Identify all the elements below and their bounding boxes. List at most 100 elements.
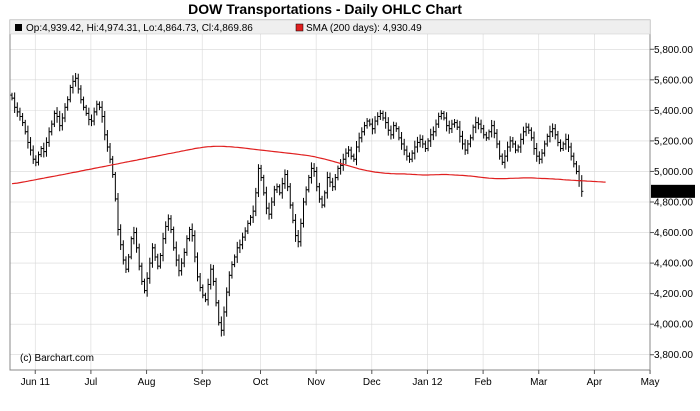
ohlc-bar: [42, 142, 46, 158]
ohlc-bar: [346, 146, 351, 158]
ohlc-bar: [156, 253, 160, 270]
ohlc-bar: [113, 171, 117, 202]
ohlc-bar: [142, 278, 147, 294]
ohlc-bar: [180, 258, 184, 276]
ohlc-bar: [431, 126, 435, 141]
ohlc-bar: [548, 125, 552, 143]
ohlc-bar: [394, 122, 398, 132]
ohlc-bar: [429, 128, 433, 147]
ohlc-bar: [278, 184, 282, 196]
ohlc-bar: [203, 292, 208, 303]
ohlc-legend-swatch: [15, 24, 22, 31]
ohlc-bar: [89, 114, 94, 127]
ohlc-bar: [349, 146, 353, 160]
y-tick-label: 5,600.00: [654, 75, 693, 86]
x-tick-label: May: [641, 377, 660, 388]
ohlc-bar: [551, 123, 555, 138]
ohlc-bar: [259, 164, 263, 182]
ohlc-bar: [95, 100, 99, 116]
ohlc-bar: [479, 119, 483, 134]
ohlc-bar: [508, 136, 512, 152]
ohlc-bar: [373, 116, 377, 134]
ohlc-bar: [392, 121, 396, 139]
ohlc-bar: [214, 277, 218, 307]
ohlc-bar: [240, 232, 245, 250]
ohlc-bar: [304, 186, 308, 206]
ohlc-bar: [476, 117, 480, 130]
last-price-label-bg: [651, 184, 695, 198]
chart-title: DOW Transportations - Daily OHLC Chart: [188, 1, 462, 17]
ohlc-legend-label: Op:4,939.42, Hi:4,974.31, Lo:4,864.73, C…: [26, 23, 253, 34]
ohlc-bar: [15, 102, 19, 117]
last-price-marker: 4,869.86: [651, 184, 695, 198]
ohlc-bar: [286, 170, 290, 192]
ohlc-bar: [543, 140, 547, 157]
x-tick-label: Jan 12: [412, 377, 442, 388]
x-tick-label: Feb: [474, 377, 492, 388]
ohlc-bar: [31, 145, 35, 164]
x-tick-label: Mar: [530, 377, 548, 388]
ohlc-bar: [447, 120, 451, 134]
ohlc-bar: [569, 142, 573, 161]
ohlc-bar: [71, 75, 75, 94]
ohlc-bar: [169, 215, 173, 234]
ohlc-bar: [121, 240, 125, 265]
x-tick-label: Nov: [307, 377, 325, 388]
ohlc-bar: [293, 214, 298, 242]
ohlc-bar: [219, 316, 223, 337]
ohlc-bar: [283, 169, 287, 189]
y-tick-label: 3,800.00: [654, 350, 693, 361]
x-axis-ticks: Jun 11 Jul Aug Sep Oct Nov Dec Jan 12 Feb Mar Apr M…: [21, 370, 660, 388]
ohlc-bar: [553, 124, 557, 140]
y-tick-label: 4,000.00: [654, 320, 693, 331]
legend-bar: [9, 19, 651, 35]
y-tick-label: 5,800.00: [654, 45, 693, 56]
plot-frame: [9, 19, 651, 371]
ohlc-bar: [368, 118, 372, 127]
ohlc-bar: [370, 118, 374, 135]
ohlc-bar: [556, 130, 560, 147]
ohlc-bar: [357, 132, 361, 153]
ohlc-bar: [341, 153, 345, 171]
ohlc-bar: [182, 248, 186, 268]
ohlc-bars: [10, 72, 584, 337]
ohlc-bar: [354, 141, 359, 166]
ohlc-bar: [119, 224, 123, 250]
ohlc-bar: [272, 185, 276, 206]
ohlc-bar: [580, 175, 584, 197]
ohlc-bar: [108, 142, 112, 164]
ohlc-bar: [60, 113, 64, 131]
ohlc-bar: [407, 152, 412, 163]
ohlc-bar: [519, 133, 523, 153]
ohlc-bar: [264, 186, 268, 215]
ohlc-bar: [413, 140, 417, 160]
ohlc-bar: [423, 140, 427, 152]
ohlc-bar: [405, 145, 409, 161]
ohlc-bar: [415, 136, 420, 153]
ohlc-bar: [352, 153, 356, 162]
ohlc-bar: [148, 257, 152, 284]
ohlc-bar: [36, 151, 41, 166]
ohlc-bar: [386, 117, 390, 136]
ohlc-bar: [280, 177, 284, 199]
ohlc-bar: [50, 120, 54, 136]
ohlc-bar: [222, 306, 226, 336]
x-tick-label: Oct: [253, 377, 269, 388]
x-tick-label: Apr: [587, 377, 603, 388]
ohlc-bar: [503, 150, 507, 169]
x-tick-label: Sep: [193, 377, 211, 388]
y-tick-label: 4,200.00: [654, 289, 693, 300]
ohlc-bar: [521, 126, 526, 145]
sma-legend-label: SMA (200 days): 4,930.49: [306, 23, 422, 34]
ohlc-bar: [474, 116, 478, 134]
ohlc-bar: [238, 239, 242, 254]
x-tick-label: Dec: [363, 377, 381, 388]
ohlc-bar: [18, 107, 22, 121]
ohlc-bar: [23, 119, 27, 135]
ohlc-bar: [55, 107, 59, 123]
ohlc-bar: [572, 152, 576, 168]
ohlc-bar: [484, 131, 488, 141]
y-tick-label: 4,800.00: [654, 198, 693, 209]
ohlc-bar: [516, 144, 520, 153]
ohlc-bar: [10, 92, 14, 101]
